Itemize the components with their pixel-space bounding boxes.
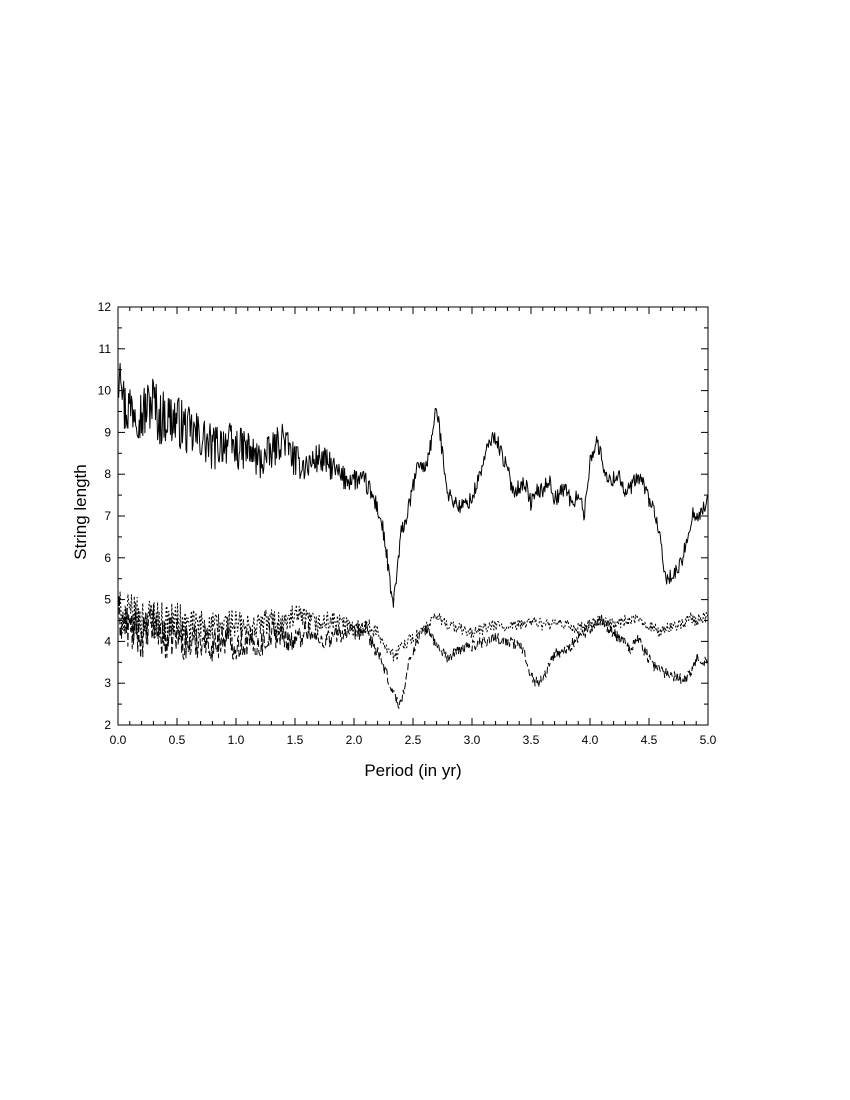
- series-layer: [117, 362, 709, 709]
- x-axis-title: Period (in yr): [364, 761, 461, 780]
- y-tick-label: 5: [104, 593, 111, 607]
- y-tick-label: 10: [98, 384, 112, 398]
- series-line-dotted: [117, 591, 709, 662]
- x-axis-ticks: 0.0 0.5 1.0 1.5 2.0 2.5 3.0 3.5 4.0 4.5 5.0: [110, 307, 717, 747]
- y-tick-label: 8: [104, 467, 111, 481]
- y-tick-label: 7: [104, 509, 111, 523]
- x-tick-label: 2.0: [346, 733, 363, 747]
- x-tick-label: 1.0: [228, 733, 245, 747]
- y-axis-title: String length: [71, 464, 90, 559]
- x-tick-label: 4.0: [582, 733, 599, 747]
- y-tick-label: 9: [104, 425, 111, 439]
- x-tick-label: 3.0: [464, 733, 481, 747]
- series-line-dashed: [117, 595, 709, 709]
- x-tick-label: 0.0: [110, 733, 127, 747]
- x-tick-label: 4.5: [641, 733, 658, 747]
- y-tick-label: 11: [99, 342, 112, 356]
- y-tick-label: 3: [104, 676, 111, 690]
- y-tick-label: 12: [98, 300, 112, 314]
- x-tick-label: 0.5: [169, 733, 186, 747]
- x-tick-label: 2.5: [405, 733, 422, 747]
- series-line-solid: [117, 362, 709, 608]
- plot-frame: [117, 306, 709, 726]
- y-tick-label: 6: [104, 551, 111, 565]
- y-tick-label: 2: [104, 718, 111, 732]
- x-tick-label: 1.5: [287, 733, 304, 747]
- y-axis-ticks: 2 3 4 5 6 7 8 9 10 11 12: [98, 300, 708, 732]
- y-tick-label: 4: [104, 634, 111, 648]
- x-tick-label: 5.0: [700, 733, 717, 747]
- x-tick-label: 3.5: [523, 733, 540, 747]
